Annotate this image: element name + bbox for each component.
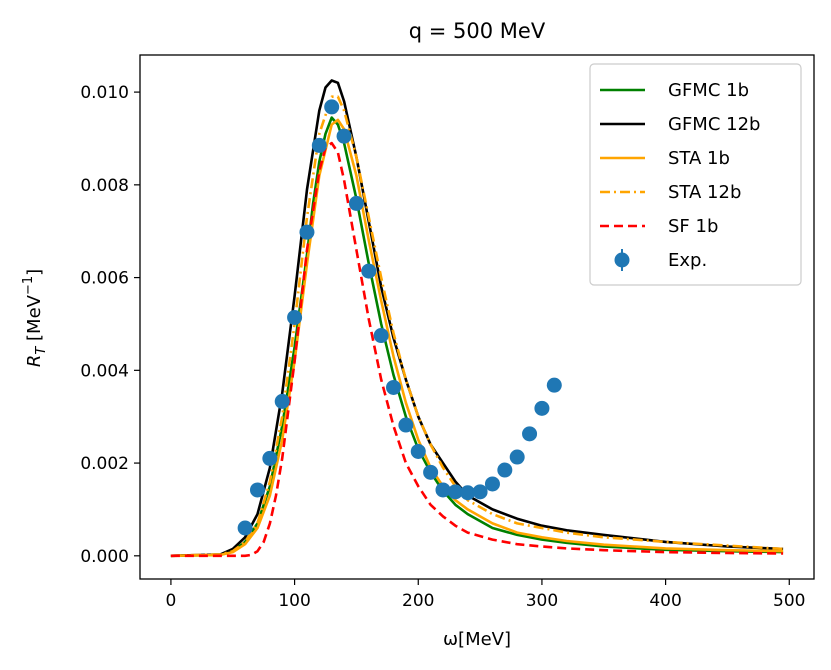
y-tick-label: 0.006	[80, 269, 129, 289]
exp-data-point	[324, 99, 340, 115]
y-tick-label: 0.008	[80, 176, 129, 196]
y-axis-label: RT [MeV−1]	[21, 269, 49, 367]
y-axis-label-subscript: T	[34, 346, 49, 355]
exp-data-point	[274, 393, 290, 409]
x-tick-label: 400	[649, 591, 681, 611]
exp-data-point	[348, 195, 364, 211]
exp-data-point	[299, 224, 315, 240]
exp-data-point	[534, 400, 550, 416]
legend-label: STA 12b	[668, 182, 741, 203]
exp-data-point	[447, 484, 463, 500]
exp-data-point	[423, 464, 439, 480]
exp-data-point	[287, 309, 303, 325]
exp-data-point	[497, 462, 513, 478]
exp-data-point	[373, 328, 389, 344]
y-tick-label: 0.010	[80, 83, 129, 103]
y-tick-label: 0.000	[80, 547, 129, 567]
plot-frame	[139, 54, 815, 580]
series-line-sf-1b	[170, 141, 784, 558]
x-axis-label: ω[MeV]	[443, 629, 511, 650]
legend-label: Exp.	[668, 250, 707, 271]
x-tick-label: 500	[773, 591, 805, 611]
exp-data-point	[361, 263, 377, 279]
exp-data-point	[472, 484, 488, 500]
scatter-layer	[237, 99, 562, 536]
exp-data-point	[509, 449, 525, 465]
exp-data-point	[249, 482, 265, 498]
legend-label: GFMC 12b	[668, 114, 760, 135]
exp-data-point	[522, 426, 538, 442]
x-tick-label: 0	[166, 591, 177, 611]
exp-data-point	[460, 485, 476, 501]
legend-label: STA 1b	[668, 148, 730, 169]
legend: GFMC 1b GFMC 12b STA 1b STA 12b SF 1b Exp.	[589, 63, 802, 286]
exp-data-point	[484, 476, 500, 492]
exp-data-point	[398, 417, 414, 433]
legend-label: SF 1b	[668, 216, 718, 237]
exp-data-point	[262, 450, 278, 466]
y-tick-label: 0.002	[80, 454, 129, 474]
exp-data-point	[410, 443, 426, 459]
y-axis-label-exponent: −1	[21, 276, 36, 295]
chart-title: q = 500 MeV	[409, 19, 546, 43]
exp-data-point	[435, 482, 451, 498]
x-tick-label: 200	[402, 591, 434, 611]
y-axis-label-main: R	[24, 355, 45, 368]
exp-data-point	[386, 379, 402, 395]
exp-data-point	[546, 377, 562, 393]
tick-layer: 0 100 200 300 400 500 0.000 0.002 0.004 0.006 0.00…	[80, 83, 805, 611]
exp-data-point	[311, 137, 327, 153]
x-tick-label: 300	[526, 591, 558, 611]
y-tick-label: 0.004	[80, 361, 129, 381]
series-line-sta-12b	[170, 95, 784, 558]
series-line-sta-1b	[170, 118, 784, 558]
legend-label: GFMC 1b	[668, 80, 749, 101]
legend-box	[589, 63, 802, 286]
x-tick-label: 100	[278, 591, 310, 611]
exp-data-point	[237, 520, 253, 536]
exp-data-point	[336, 128, 352, 144]
y-axis-label-bracket: ]	[24, 269, 45, 276]
legend-swatch-exp	[614, 252, 630, 268]
y-axis-label-unit: [MeV	[24, 294, 45, 346]
